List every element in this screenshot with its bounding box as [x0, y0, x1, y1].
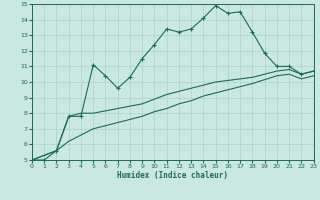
X-axis label: Humidex (Indice chaleur): Humidex (Indice chaleur): [117, 171, 228, 180]
